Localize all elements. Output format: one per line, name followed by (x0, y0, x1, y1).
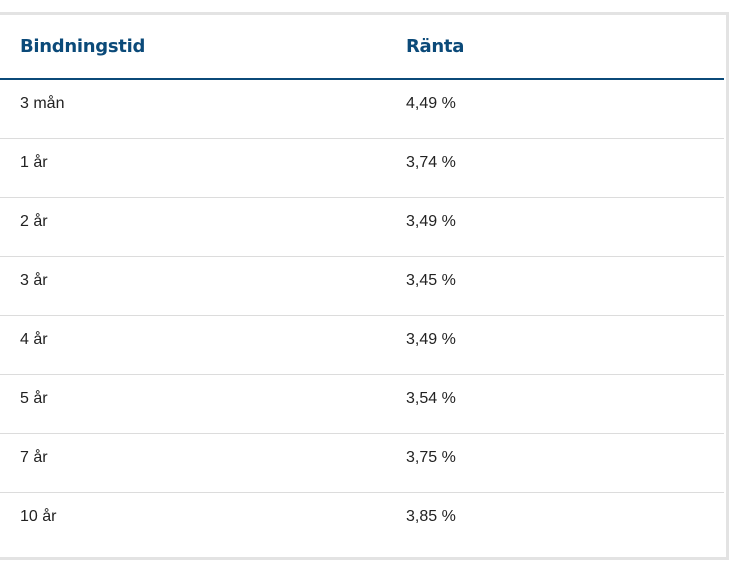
rate-cell: 4,49 % (385, 79, 724, 139)
rate-cell: 3,45 % (385, 256, 724, 316)
interest-rate-table: Bindningstid Ränta 3 mån 4,49 % 1 år 3,7… (0, 15, 724, 551)
term-cell: 10 år (20, 507, 57, 525)
table-body: 3 mån 4,49 % 1 år 3,74 % 2 år 3,49 % 3 å… (0, 79, 724, 551)
interest-rate-table-container: Bindningstid Ränta 3 mån 4,49 % 1 år 3,7… (0, 12, 729, 560)
table-row: 4 år 3,49 % (0, 315, 724, 375)
term-cell: 1 år (0, 138, 385, 198)
term-cell: 5 år (0, 374, 385, 434)
term-cell: 2 år (0, 197, 385, 257)
table-row: 7 år 3,75 % (0, 433, 724, 493)
table-row: 2 år 3,49 % (0, 197, 724, 257)
term-cell: 3 år (0, 256, 385, 316)
rate-cell: 3,75 % (385, 433, 724, 493)
header-row: Bindningstid Ränta (0, 15, 724, 80)
table-row: 1 år 3,74 % (0, 138, 724, 198)
term-cell: 3 mån (0, 79, 385, 139)
table-row: 3 mån 4,49 % (0, 79, 724, 139)
table-row: 3 år 3,45 % (0, 256, 724, 316)
table-row: 10 år 3,85 % (0, 492, 724, 551)
table-row: 5 år 3,54 % (0, 374, 724, 434)
term-cell: 7 år (0, 433, 385, 493)
column-header-rate: Ränta (385, 15, 724, 80)
term-cell: 4 år (0, 315, 385, 375)
rate-cell: 3,74 % (385, 138, 724, 198)
rate-cell: 3,49 % (385, 197, 724, 257)
table-header: Bindningstid Ränta (0, 15, 724, 80)
rate-cell: 3,85 % (406, 507, 456, 525)
column-header-term: Bindningstid (0, 15, 385, 80)
rate-cell: 3,49 % (385, 315, 724, 375)
rate-cell: 3,54 % (385, 374, 724, 434)
